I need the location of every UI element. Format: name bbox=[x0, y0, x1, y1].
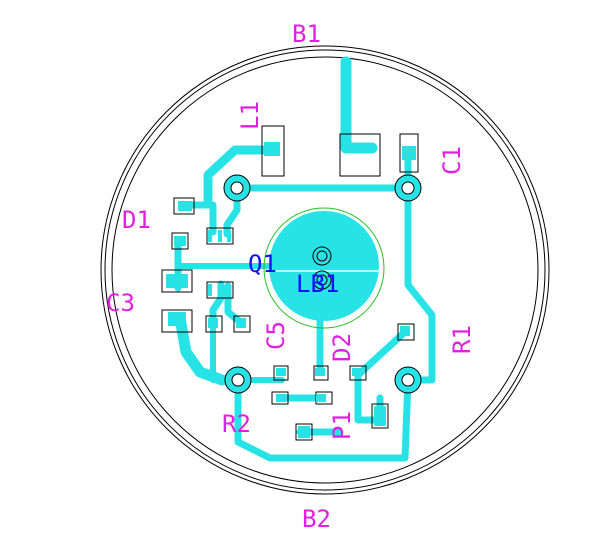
copper-traces bbox=[174, 56, 436, 462]
smd-pads bbox=[161, 125, 419, 441]
board-outline bbox=[100, 45, 550, 495]
label-b2: B2 bbox=[302, 505, 331, 533]
label-r1: R1 bbox=[448, 325, 476, 354]
through-hole-pads bbox=[223, 174, 422, 394]
label-c1: C1 bbox=[438, 146, 466, 175]
label-r2: R2 bbox=[222, 410, 251, 438]
label-c5: C5 bbox=[262, 321, 290, 350]
label-c3: C3 bbox=[106, 289, 135, 317]
label-p1: P1 bbox=[328, 411, 356, 440]
label-d2: D2 bbox=[328, 333, 356, 362]
label-lb1: LB1 bbox=[296, 270, 339, 298]
label-l1: L1 bbox=[236, 101, 264, 130]
label-q1: Q1 bbox=[248, 250, 277, 278]
lb1-pad bbox=[263, 207, 385, 329]
label-d1: D1 bbox=[122, 206, 151, 234]
label-b1: B1 bbox=[292, 20, 321, 48]
